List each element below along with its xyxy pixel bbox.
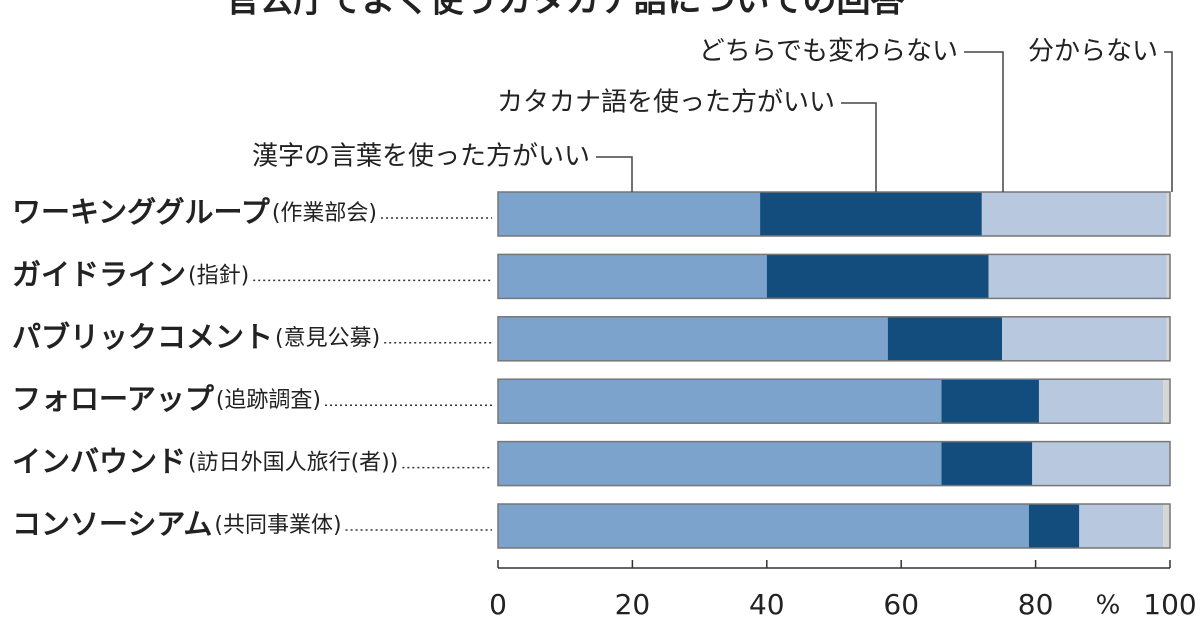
bar-segment: [981, 192, 1167, 236]
bar-outline: [497, 440, 1171, 487]
bar-segment: [1079, 504, 1164, 548]
bar-segment: [760, 192, 982, 236]
bar-segment: [1002, 316, 1167, 361]
bar-segment: [498, 379, 942, 424]
bar-segment: [1163, 379, 1170, 424]
bar-outline: [497, 316, 1171, 362]
bar-segment: [941, 441, 1033, 486]
bar-segment: [1032, 441, 1170, 486]
bar-segment: [498, 441, 942, 486]
category-note: (訪日外国人旅行(者)): [188, 451, 398, 476]
category-note: (指針): [188, 263, 249, 288]
bar-segment: [941, 379, 1039, 424]
legend-leader: [841, 102, 877, 192]
legend-leader: [1164, 51, 1173, 192]
bar-segment: [498, 316, 888, 361]
bar-segment: [1163, 504, 1170, 548]
bar-outline: [497, 378, 1171, 424]
chart-title: 官公庁でよく使うカタカナ語についての回答: [226, 0, 906, 21]
legend-label: カタカナ語を使った方がいい: [497, 88, 835, 118]
bar-segment: [1028, 504, 1080, 548]
category-note: (作業部会): [272, 201, 377, 226]
bar-outline: [497, 191, 1171, 237]
bar-outline: [497, 253, 1171, 300]
legend-leader: [596, 156, 633, 192]
bar-segment: [1166, 254, 1170, 299]
category-label: パブリックコメント: [12, 320, 273, 354]
legend-label: 漢字の言葉を使った方がいい: [252, 142, 590, 172]
x-axis-unit: %: [1096, 591, 1121, 621]
x-tick-label: 60: [883, 588, 919, 621]
bar-segment: [498, 254, 767, 299]
bar-segment: [1166, 192, 1170, 236]
bar-segment: [1166, 316, 1170, 361]
category-note: (意見公募): [275, 326, 380, 351]
bar-segment: [766, 254, 989, 299]
category-label: フォローアップ: [12, 382, 215, 416]
x-tick-label: 0: [489, 588, 507, 621]
category-label: ワーキンググループ: [12, 195, 271, 229]
legend-label: どちらでも変わらない: [699, 37, 958, 67]
x-tick-label: 80: [1018, 588, 1054, 621]
x-tick-label: 100: [1143, 588, 1196, 621]
category-note: (共同事業体): [214, 513, 341, 538]
category-note: (追跡調査): [216, 388, 321, 413]
x-tick-label: 40: [749, 588, 785, 621]
category-label: インバウンド: [12, 445, 186, 479]
category-label: コンソーシアム: [12, 507, 212, 541]
bar-segment: [1038, 379, 1164, 424]
legend-leader: [964, 51, 1004, 192]
bar-segment: [887, 316, 1002, 361]
bar-segment: [498, 504, 1029, 548]
bar-segment: [498, 192, 761, 236]
bar-outline: [497, 503, 1171, 549]
category-label: ガイドライン: [12, 257, 186, 291]
bar-segment: [988, 254, 1167, 299]
x-tick-label: 20: [615, 588, 651, 621]
legend-label: 分からない: [1028, 37, 1158, 67]
